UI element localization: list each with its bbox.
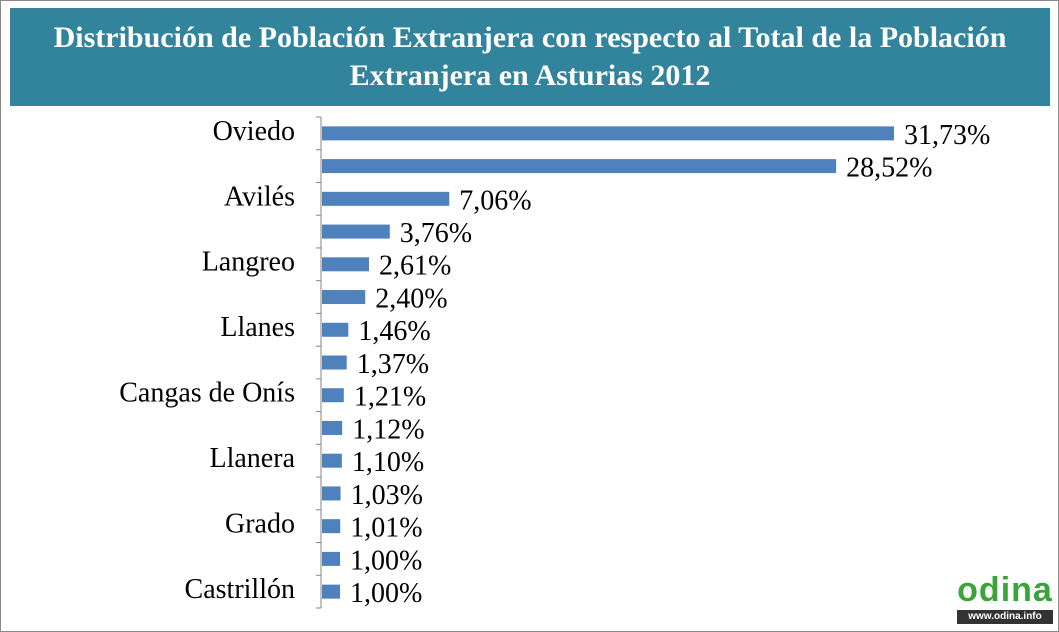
data-label: 1,12% <box>352 414 424 445</box>
bar <box>322 584 341 599</box>
y-tick-label: Langreo <box>202 247 295 278</box>
bar <box>322 388 344 403</box>
bar <box>322 453 342 468</box>
chart-title: Distribución de Población Extranjera con… <box>10 8 1050 106</box>
data-label: 1,46% <box>358 316 430 347</box>
y-tick-label: Grado <box>225 509 295 540</box>
data-label: 1,00% <box>350 545 422 576</box>
bar <box>322 191 450 206</box>
bar <box>322 486 341 501</box>
bar <box>322 224 390 239</box>
y-tick-label: Avilés <box>224 181 295 212</box>
bar <box>322 159 837 174</box>
data-label: 3,76% <box>400 218 472 249</box>
data-label: 31,73% <box>904 120 990 151</box>
y-tick-label: Cangas de Onís <box>119 378 295 409</box>
data-label: 28,52% <box>846 153 932 184</box>
bar <box>322 257 370 272</box>
data-label: 1,37% <box>357 349 429 380</box>
bar <box>322 290 366 305</box>
bar <box>322 551 341 566</box>
bar <box>322 519 341 534</box>
data-label: 1,21% <box>354 382 426 413</box>
bar <box>322 322 349 337</box>
bar <box>322 126 894 141</box>
bar <box>322 355 347 370</box>
data-label: 1,00% <box>350 578 422 609</box>
y-tick-label: Llanera <box>210 443 296 474</box>
logo-url: www.odina.info <box>957 610 1053 624</box>
data-label: 2,61% <box>379 251 451 282</box>
data-label: 7,06% <box>459 185 531 216</box>
data-label: 1,03% <box>351 480 423 511</box>
data-label: 2,40% <box>375 283 447 314</box>
bar <box>322 420 343 435</box>
logo-word: odina <box>957 571 1053 609</box>
logo: odina www.odina.info <box>957 570 1053 626</box>
y-tick-label: Castrillón <box>185 574 295 605</box>
y-tick-label: Llanes <box>220 312 295 343</box>
data-label: 1,10% <box>352 447 424 478</box>
data-label: 1,01% <box>350 513 422 544</box>
y-tick-label: Oviedo <box>213 116 295 147</box>
